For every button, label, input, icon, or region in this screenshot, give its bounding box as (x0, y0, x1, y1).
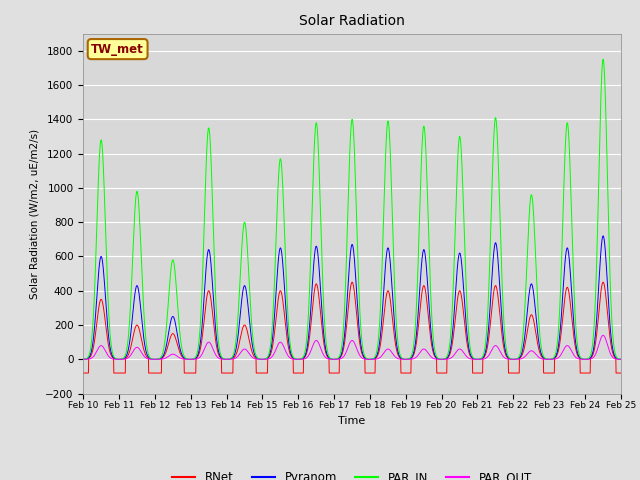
X-axis label: Time: Time (339, 416, 365, 426)
PAR_OUT (379, 351, 387, 357)
PAR_OUT (508, 357, 516, 362)
PAR_OUT (229, 356, 237, 362)
Line: PAR_IN: PAR_IN (83, 60, 621, 360)
Pyranom (379, 300, 387, 305)
PAR_OUT (367, 357, 375, 362)
Pyranom (599, 233, 607, 239)
PAR_IN (508, 356, 516, 362)
PAR_IN (79, 357, 87, 362)
Text: TW_met: TW_met (92, 43, 144, 56)
PAR_IN (229, 352, 237, 358)
PAR_IN (570, 266, 577, 272)
PAR_IN (367, 356, 375, 362)
Line: RNet: RNet (83, 282, 621, 373)
RNet (79, 370, 87, 376)
Pyranom (367, 357, 375, 362)
RNet (368, 370, 376, 376)
Title: Solar Radiation: Solar Radiation (299, 14, 405, 28)
Line: PAR_OUT: PAR_OUT (83, 336, 621, 360)
Line: Pyranom: Pyranom (83, 236, 621, 360)
Legend: RNet, Pyranom, PAR_IN, PAR_OUT: RNet, Pyranom, PAR_IN, PAR_OUT (167, 466, 537, 480)
PAR_IN (584, 356, 592, 361)
PAR_IN (617, 357, 625, 362)
PAR_OUT (79, 357, 87, 362)
RNet (380, 319, 387, 325)
PAR_OUT (599, 333, 607, 338)
PAR_OUT (617, 357, 625, 362)
PAR_IN (379, 234, 387, 240)
RNet (229, 356, 237, 361)
PAR_IN (599, 57, 607, 62)
Pyranom (508, 357, 516, 362)
Y-axis label: Solar Radiation (W/m2, uE/m2/s): Solar Radiation (W/m2, uE/m2/s) (29, 129, 40, 299)
Pyranom (229, 354, 237, 360)
Pyranom (79, 357, 87, 362)
RNet (508, 370, 516, 376)
RNet (584, 370, 592, 376)
RNet (617, 370, 625, 376)
Pyranom (584, 356, 592, 362)
PAR_OUT (584, 357, 592, 362)
Pyranom (617, 357, 625, 362)
RNet (570, 331, 577, 337)
Pyranom (570, 314, 577, 320)
PAR_OUT (570, 351, 577, 357)
RNet (348, 279, 356, 285)
